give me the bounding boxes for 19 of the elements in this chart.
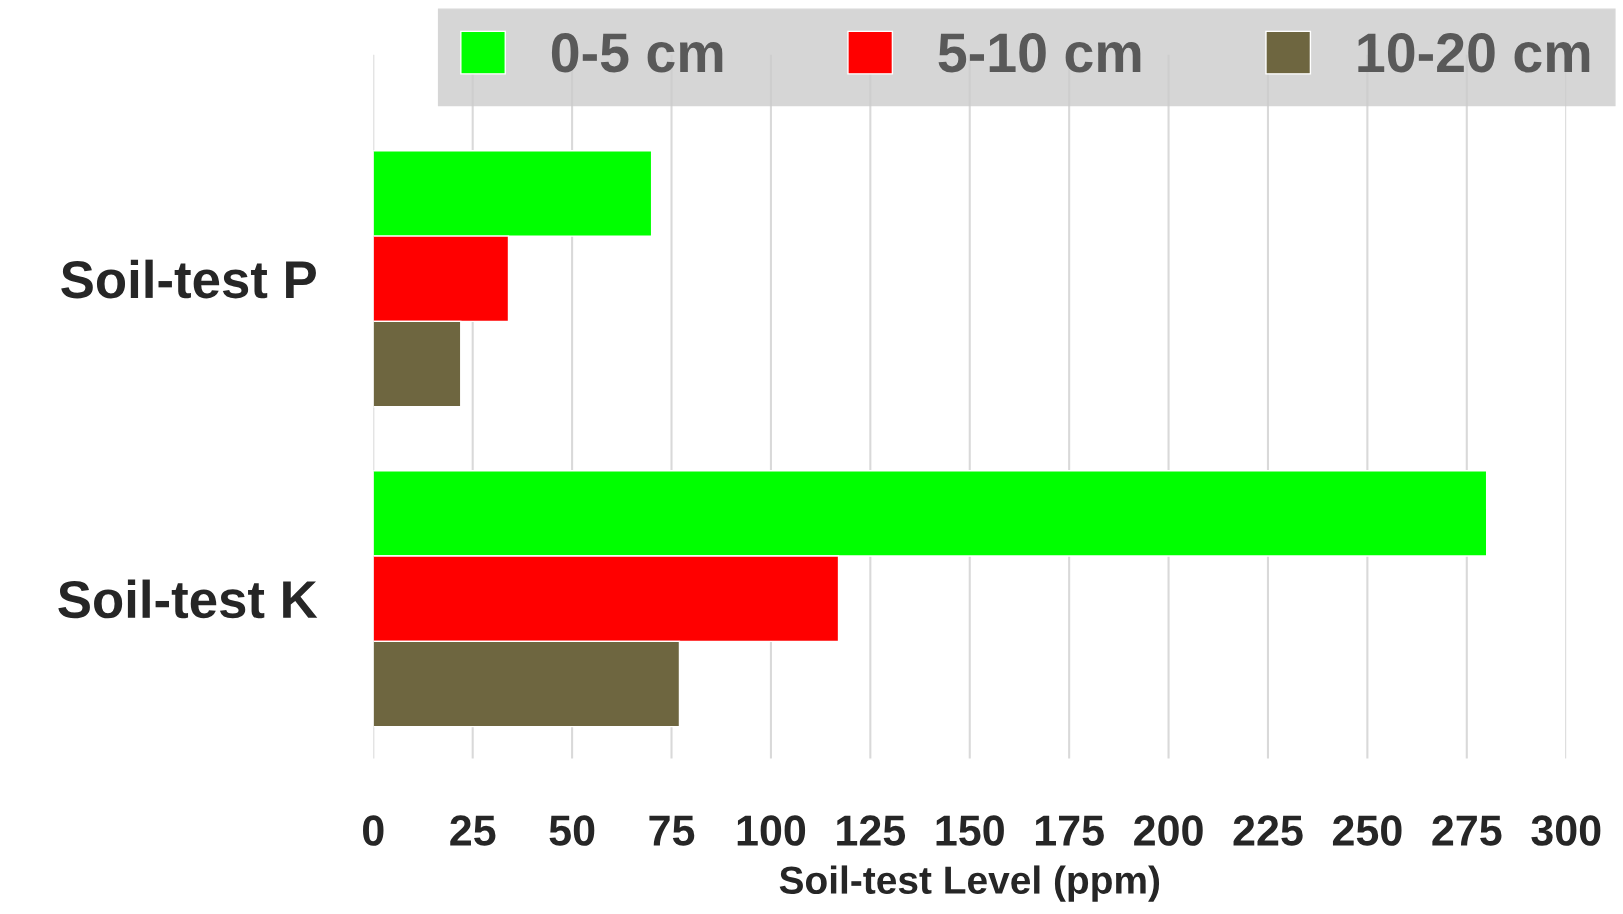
x-tick-label: 25 [450,815,496,846]
legend-label: 5-10 cm [938,33,1141,73]
x-tick-label: 175 [1035,815,1104,846]
x-tick-label: 150 [936,815,1004,846]
y-tick-label: Soil-test P [61,259,316,299]
x-tick-label: 300 [1531,815,1601,846]
legend-label: 0-5 cm [551,33,723,73]
y-tick-label: Soil-test K [58,579,318,619]
x-axis-title: Soil-test Level (ppm) [779,865,1160,902]
legend-label: 10-20 cm [1358,33,1590,73]
x-tick-label: 125 [837,815,906,846]
x-tick-label: 200 [1134,815,1203,846]
x-tick-label: 100 [737,815,806,846]
x-tick-label: 50 [549,815,595,846]
x-tick-label: 250 [1332,815,1402,846]
x-tick-label: 225 [1233,815,1303,846]
x-tick-label: 275 [1432,815,1502,846]
x-tick-label: 0 [363,815,384,846]
x-tick-label: 75 [649,815,695,846]
